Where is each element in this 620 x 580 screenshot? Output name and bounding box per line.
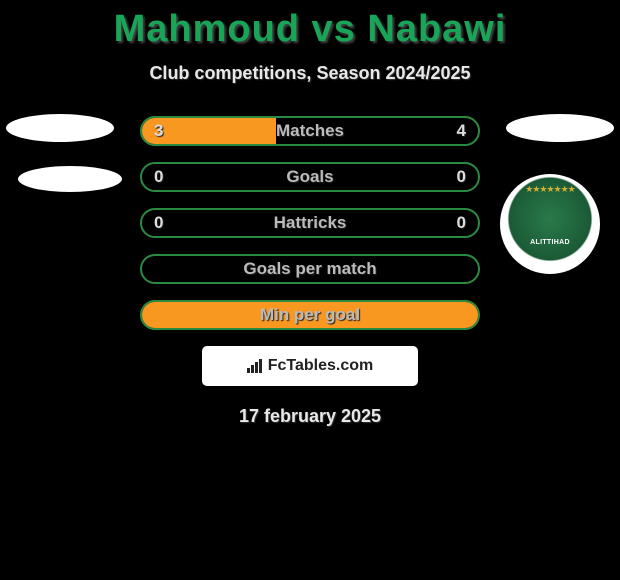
player-left-avatar-top bbox=[6, 114, 114, 142]
stat-label: Goals per match bbox=[243, 259, 376, 279]
subtitle: Club competitions, Season 2024/2025 bbox=[0, 63, 620, 84]
stat-label: Hattricks bbox=[274, 213, 347, 233]
stat-value-left: 0 bbox=[154, 213, 163, 233]
stat-bar-min-per-goal: Min per goal bbox=[140, 300, 480, 330]
stat-label: Goals bbox=[286, 167, 333, 187]
stat-value-right: 4 bbox=[457, 121, 466, 141]
club-badge-right: ★★★★★★★ ALITTIHAD bbox=[500, 174, 600, 274]
stat-label: Min per goal bbox=[260, 305, 360, 325]
stat-value-right: 0 bbox=[457, 167, 466, 187]
bar-chart-icon bbox=[247, 359, 262, 373]
stat-label: Matches bbox=[276, 121, 344, 141]
comparison-content: ★★★★★★★ ALITTIHAD 3 Matches 4 0 Goals 0 … bbox=[0, 116, 620, 427]
footer-brand-logo: FcTables.com bbox=[202, 346, 418, 386]
player-left-avatar-bottom bbox=[18, 166, 122, 192]
player-right-avatar bbox=[506, 114, 614, 142]
page-title: Mahmoud vs Nabawi bbox=[0, 0, 620, 51]
stat-bar-matches: 3 Matches 4 bbox=[140, 116, 480, 146]
stat-bar-goals-per-match: Goals per match bbox=[140, 254, 480, 284]
stat-bar-goals: 0 Goals 0 bbox=[140, 162, 480, 192]
stat-value-right: 0 bbox=[457, 213, 466, 233]
footer-brand-text: FcTables.com bbox=[268, 357, 374, 375]
stat-value-left: 3 bbox=[154, 121, 163, 141]
stat-bar-hattricks: 0 Hattricks 0 bbox=[140, 208, 480, 238]
badge-club-name: ALITTIHAD bbox=[500, 239, 600, 246]
stat-bars-container: 3 Matches 4 0 Goals 0 0 Hattricks 0 Goal… bbox=[140, 116, 480, 330]
badge-stars-icon: ★★★★★★★ bbox=[525, 184, 574, 195]
stat-value-left: 0 bbox=[154, 167, 163, 187]
date-text: 17 february 2025 bbox=[0, 406, 620, 427]
